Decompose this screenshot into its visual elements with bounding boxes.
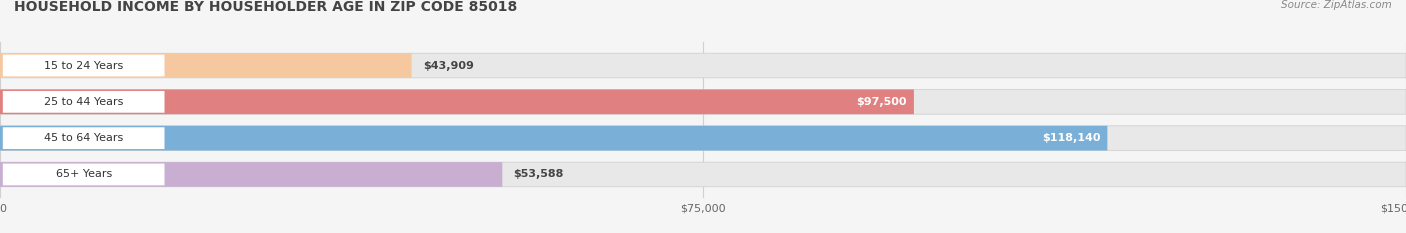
FancyBboxPatch shape bbox=[0, 53, 1406, 78]
FancyBboxPatch shape bbox=[3, 164, 165, 185]
FancyBboxPatch shape bbox=[0, 162, 1406, 187]
Text: 65+ Years: 65+ Years bbox=[55, 169, 112, 179]
Text: 15 to 24 Years: 15 to 24 Years bbox=[44, 61, 124, 71]
Text: $97,500: $97,500 bbox=[856, 97, 907, 107]
FancyBboxPatch shape bbox=[0, 162, 502, 187]
FancyBboxPatch shape bbox=[0, 89, 1406, 114]
Text: $43,909: $43,909 bbox=[423, 61, 474, 71]
FancyBboxPatch shape bbox=[0, 126, 1406, 151]
Text: 25 to 44 Years: 25 to 44 Years bbox=[44, 97, 124, 107]
Text: 45 to 64 Years: 45 to 64 Years bbox=[44, 133, 124, 143]
FancyBboxPatch shape bbox=[3, 55, 165, 76]
FancyBboxPatch shape bbox=[3, 127, 165, 149]
Text: Source: ZipAtlas.com: Source: ZipAtlas.com bbox=[1281, 0, 1392, 10]
Text: $118,140: $118,140 bbox=[1042, 133, 1101, 143]
Text: HOUSEHOLD INCOME BY HOUSEHOLDER AGE IN ZIP CODE 85018: HOUSEHOLD INCOME BY HOUSEHOLDER AGE IN Z… bbox=[14, 0, 517, 14]
FancyBboxPatch shape bbox=[3, 91, 165, 113]
FancyBboxPatch shape bbox=[0, 53, 412, 78]
FancyBboxPatch shape bbox=[0, 89, 914, 114]
FancyBboxPatch shape bbox=[0, 126, 1108, 151]
Text: $53,588: $53,588 bbox=[513, 169, 564, 179]
